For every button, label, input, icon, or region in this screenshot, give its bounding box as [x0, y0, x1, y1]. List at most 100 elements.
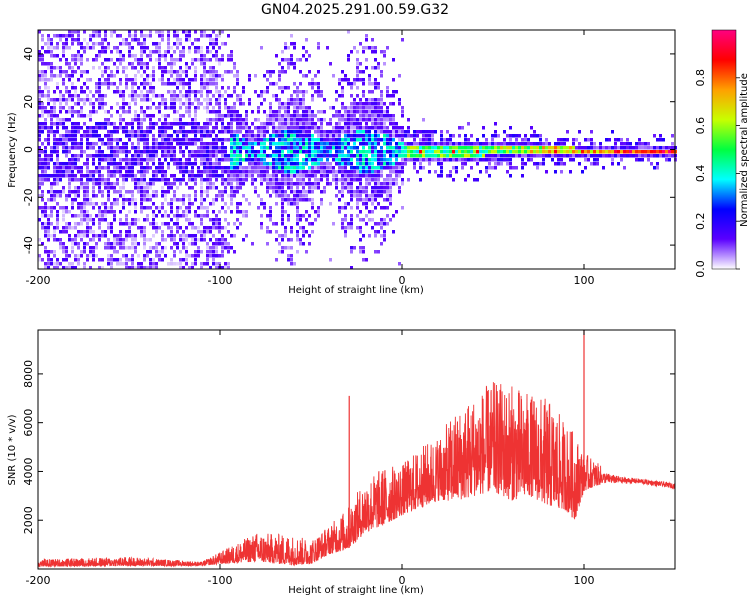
spectrogram-cell [251, 138, 254, 142]
spectrogram-cell [38, 30, 41, 34]
spectrogram-cell [128, 234, 131, 238]
spectrogram-cell [323, 150, 326, 154]
spectrogram-cell [194, 46, 197, 50]
spectrogram-cell [59, 246, 62, 250]
spectrogram-cell [296, 238, 299, 242]
spectrogram-cell [143, 234, 146, 238]
spectrogram-cell [194, 74, 197, 78]
spectrogram-cell [296, 194, 299, 198]
spectrogram-cell [47, 206, 50, 210]
spectrogram-cell [41, 70, 44, 74]
spectrogram-cell [380, 242, 383, 246]
spectrogram-cell [260, 222, 263, 226]
spectrogram-cell [179, 118, 182, 122]
spectrogram-cell [596, 146, 599, 150]
spectrogram-cell [131, 122, 134, 126]
spectrogram-cell [344, 138, 347, 142]
spectrogram-cell [362, 146, 365, 150]
spectrogram-cell [176, 210, 179, 214]
spectrogram-cell [155, 250, 158, 254]
spectrogram-cell [113, 138, 116, 142]
spectrogram-cell [362, 166, 365, 170]
spectrogram-cell [122, 174, 125, 178]
spectrogram-cell [350, 82, 353, 86]
spectrogram-cell [284, 142, 287, 146]
spectrogram-cell [125, 174, 128, 178]
spectrogram-cell [128, 130, 131, 134]
spectrogram-cell [275, 202, 278, 206]
spectrogram-cell [560, 162, 563, 166]
spectrogram-cell [293, 118, 296, 122]
spectrogram-cell [176, 230, 179, 234]
spectrogram-cell [149, 34, 152, 38]
spectrogram-cell [335, 174, 338, 178]
spectrogram-cell [284, 110, 287, 114]
spectrogram-cell [371, 158, 374, 162]
spectrogram-cell [137, 114, 140, 118]
spectrogram-cell [140, 154, 143, 158]
spectrogram-cell [188, 82, 191, 86]
spectrogram-cell [365, 186, 368, 190]
spectrogram-cell [269, 166, 272, 170]
spectrogram-cell [410, 134, 413, 138]
spectrogram-cell [353, 98, 356, 102]
spectrogram-cell [182, 102, 185, 106]
spectrogram-cell [389, 146, 392, 150]
spectrogram-cell [56, 178, 59, 182]
spectrogram-cell [197, 246, 200, 250]
spectrogram-cell [68, 266, 71, 270]
spectrogram-cell [314, 162, 317, 166]
spectrogram-cell [146, 90, 149, 94]
spectrogram-cell [287, 214, 290, 218]
spectrogram-cell [245, 118, 248, 122]
spectrogram-cell [386, 142, 389, 146]
spectrogram-cell [305, 90, 308, 94]
spectrogram-cell [170, 174, 173, 178]
spectrogram-cell [230, 142, 233, 146]
spectrogram-cell [191, 78, 194, 82]
spectrogram-cell [77, 194, 80, 198]
spectrogram-cell [101, 94, 104, 98]
spectrogram-cell [275, 130, 278, 134]
spectrogram-cell [644, 150, 647, 154]
spectrogram-cell [464, 138, 467, 142]
spectrogram-cell [416, 170, 419, 174]
spectrogram-cell [422, 150, 425, 154]
spectrogram-cell [257, 170, 260, 174]
spectrogram-cell [80, 126, 83, 130]
spectrogram-cell [545, 154, 548, 158]
spectrogram-cell [86, 166, 89, 170]
spectrogram-cell [47, 86, 50, 90]
spectrogram-cell [347, 150, 350, 154]
spectrogram-cell [236, 118, 239, 122]
spectrogram-cell [113, 122, 116, 126]
spectrogram-cell [422, 130, 425, 134]
spectrogram-cell [131, 234, 134, 238]
spectrogram-cell [317, 130, 320, 134]
spectrogram-cell [377, 194, 380, 198]
spectrogram-cell [164, 134, 167, 138]
spectrogram-cell [116, 234, 119, 238]
spectrogram-cell [557, 158, 560, 162]
spectrogram-cell [338, 114, 341, 118]
spectrogram-cell [257, 130, 260, 134]
spectrogram-cell [455, 150, 458, 154]
spectrogram-cell [254, 154, 257, 158]
spectrogram-cell [128, 50, 131, 54]
spectrogram-cell [350, 150, 353, 154]
spectrogram-cell [137, 178, 140, 182]
spectrogram-cell [356, 118, 359, 122]
spectrogram-cell [179, 206, 182, 210]
spectrogram-cell [341, 226, 344, 230]
spectrogram-cell [104, 82, 107, 86]
spectrogram-cell [227, 262, 230, 266]
spectrogram-cell [146, 150, 149, 154]
spectrogram-cell [119, 138, 122, 142]
spectrogram-cell [86, 170, 89, 174]
spectrogram-cell [323, 154, 326, 158]
spectrogram-cell [353, 122, 356, 126]
spectrogram-cell [671, 154, 674, 158]
spectrogram-cell [275, 82, 278, 86]
spectrogram-cell [380, 158, 383, 162]
spectrogram-cell [590, 150, 593, 154]
